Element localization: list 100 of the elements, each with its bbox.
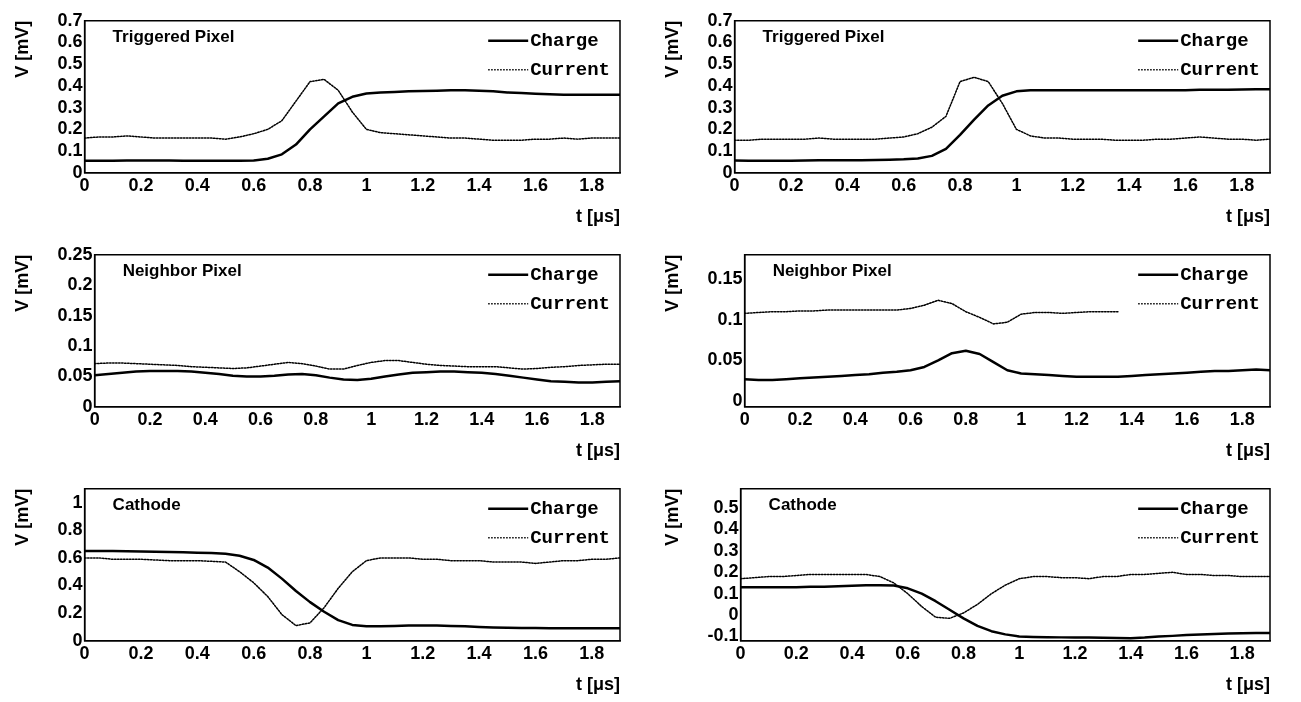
y-tick-label: -0.1: [707, 625, 739, 646]
y-tick-label: 0.6: [57, 546, 83, 567]
x-axis-title: t [μs]: [575, 674, 620, 695]
y-tick-label: 0.2: [713, 561, 739, 582]
y-tick-label: 0.3: [57, 96, 83, 117]
y-axis-title: V [mV]: [661, 488, 682, 546]
legend-label: Current: [1180, 58, 1261, 81]
y-tick-label: 0.7: [707, 9, 733, 30]
y-tick-label: 0.1: [57, 140, 83, 161]
y-tick-label: 0.6: [707, 31, 733, 52]
x-tick-label: 0.8: [297, 642, 323, 663]
x-tick-label: 1.4: [1119, 408, 1145, 429]
x-tick-label: 0.2: [787, 408, 813, 429]
x-tick-label: 0.6: [248, 408, 274, 429]
x-tick-label: 1.6: [524, 408, 550, 429]
legend-label: Charge: [530, 263, 599, 286]
x-tick-label: 1: [1011, 174, 1022, 195]
x-axis-title: t [μs]: [575, 440, 620, 461]
legend-label: Charge: [1180, 263, 1249, 286]
legend-label: Charge: [1180, 29, 1249, 52]
x-tick-label: 1.2: [410, 642, 436, 663]
x-tick-label: 1.2: [410, 174, 436, 195]
y-tick-label: 0: [732, 390, 743, 411]
y-tick-label: 0.1: [713, 582, 739, 603]
y-tick-label: 0.25: [57, 243, 93, 264]
x-tick-label: 1: [1016, 408, 1027, 429]
x-tick-label: 1.6: [522, 174, 548, 195]
x-tick-label: 1.6: [1173, 642, 1199, 663]
x-tick-label: 0.4: [184, 642, 210, 663]
y-tick-label: 0.6: [57, 31, 83, 52]
x-tick-label: 0.8: [297, 174, 323, 195]
y-tick-label: 0.5: [57, 53, 83, 74]
y-tick-label: 0.05: [57, 365, 93, 386]
y-tick-label: 0.8: [57, 519, 83, 540]
y-tick-label: 0.5: [707, 53, 733, 74]
x-tick-label: 1.4: [469, 408, 495, 429]
legend-label: Charge: [530, 29, 599, 52]
y-tick-label: 0.4: [57, 74, 83, 95]
y-tick-label: 0: [728, 604, 739, 625]
legend-label: Charge: [1180, 497, 1249, 520]
x-tick-label: 1: [366, 408, 377, 429]
x-tick-label: 0.2: [137, 408, 163, 429]
y-axis-title: V [mV]: [661, 254, 682, 312]
x-axis-title: t [μs]: [1225, 440, 1270, 461]
x-axis-title: t [μs]: [1225, 206, 1270, 227]
chart-title: Neighbor Pixel: [122, 260, 242, 280]
chart-title: Cathode: [112, 494, 181, 514]
y-tick-label: 0.3: [713, 539, 739, 560]
x-tick-label: 1.6: [1172, 174, 1198, 195]
chart-title: Neighbor Pixel: [772, 260, 892, 280]
y-tick-label: 0.15: [57, 304, 93, 325]
x-tick-label: 1.6: [522, 642, 548, 663]
x-tick-label: 0.8: [953, 408, 979, 429]
y-tick-label: 0.15: [707, 268, 743, 289]
x-tick-label: 0.4: [834, 174, 860, 195]
x-tick-label: 0.4: [192, 408, 218, 429]
x-tick-label: 1.8: [579, 408, 605, 429]
x-tick-label: 0.8: [303, 408, 329, 429]
y-tick-label: 0.4: [707, 74, 733, 95]
x-tick-label: 0.2: [128, 642, 154, 663]
y-tick-label: 0.5: [713, 497, 739, 518]
x-tick-label: 0.6: [241, 174, 267, 195]
y-tick-label: 0.4: [713, 518, 739, 539]
y-tick-label: 0.1: [707, 140, 733, 161]
x-tick-label: 1.2: [1063, 408, 1089, 429]
y-axis-title: V [mV]: [661, 20, 682, 78]
y-axis-title: V [mV]: [11, 488, 32, 546]
x-tick-label: 1.4: [466, 642, 492, 663]
x-tick-label: 1.6: [1174, 408, 1200, 429]
legend-label: Current: [1180, 526, 1261, 549]
y-tick-label: 0.1: [717, 308, 743, 329]
x-tick-label: 0.8: [951, 642, 977, 663]
x-axis-title: t [μs]: [575, 206, 620, 227]
x-tick-label: 1.4: [1118, 642, 1144, 663]
legend-label: Current: [530, 292, 611, 315]
x-tick-label: 0.4: [184, 174, 210, 195]
x-tick-label: 1.2: [1060, 174, 1086, 195]
x-tick-label: 0.2: [783, 642, 809, 663]
x-tick-label: 0.6: [898, 408, 924, 429]
y-tick-label: 0.4: [57, 574, 83, 595]
x-tick-label: 1.8: [579, 174, 605, 195]
x-tick-label: 1.2: [413, 408, 439, 429]
y-tick-label: 1: [72, 491, 83, 512]
y-axis-title: V [mV]: [11, 20, 32, 78]
chart-title: Cathode: [768, 494, 837, 514]
x-tick-label: 0.6: [895, 642, 921, 663]
y-axis-title: V [mV]: [11, 254, 32, 312]
legend-label: Current: [1180, 292, 1261, 315]
x-tick-label: 1.4: [1116, 174, 1142, 195]
y-tick-label: 0.2: [707, 118, 733, 139]
x-tick-label: 1.8: [579, 642, 605, 663]
x-tick-label: 1.8: [1229, 408, 1255, 429]
y-tick-label: 0.05: [707, 349, 743, 370]
x-tick-label: 1.8: [1229, 174, 1255, 195]
x-tick-label: 1: [1014, 642, 1025, 663]
x-tick-label: 1.4: [466, 174, 492, 195]
legend-label: Current: [530, 526, 611, 549]
y-tick-label: 0.2: [57, 602, 83, 623]
y-tick-label: 0.2: [67, 274, 93, 295]
y-tick-label: 0.7: [57, 9, 83, 30]
